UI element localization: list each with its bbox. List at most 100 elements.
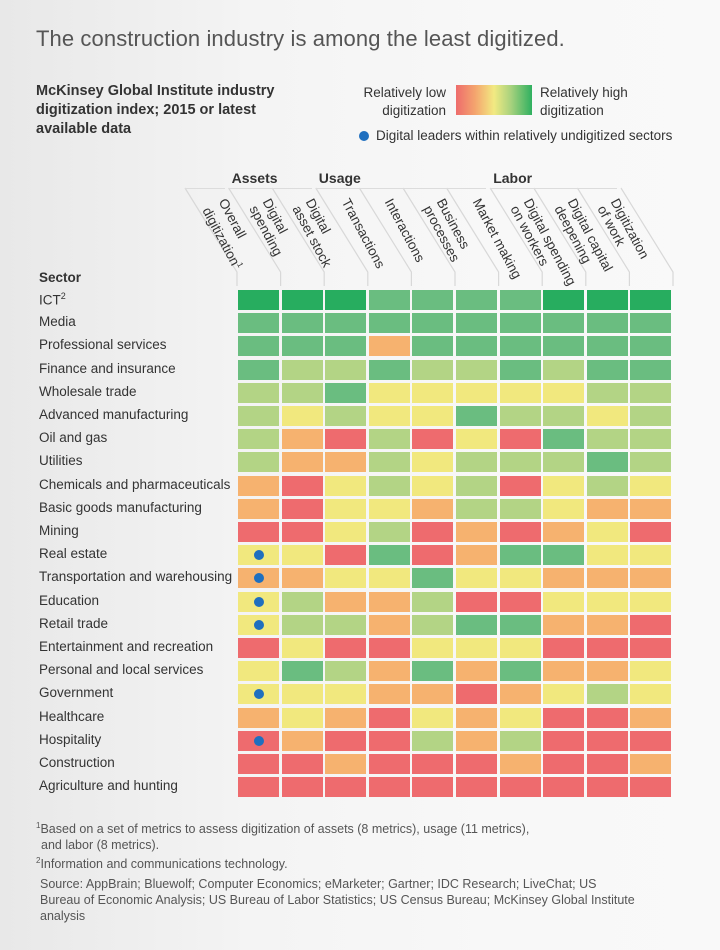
heatmap-cell [586,406,628,426]
row-label-text: Oil and gas [39,430,108,446]
row-label: Basic goods manufacturing [39,500,202,515]
heatmap-cell [325,522,367,542]
heatmap-cell [499,568,541,589]
heatmap-cell [238,754,279,774]
heatmap-cell [238,522,279,542]
heatmap-cell [543,568,585,589]
heatmap-cell [586,754,628,774]
heatmap-cell [281,684,323,705]
column-group-label: Labor [493,170,533,186]
heatmap-cell [543,707,585,728]
heatmap-cell [456,290,497,310]
heatmap-cell [456,313,497,334]
heatmap-cell [630,336,672,357]
heatmap-cell [543,382,585,403]
heatmap-cell [325,545,367,566]
footnote-1-text: Based on a set of metrics to assess digi… [40,822,530,837]
footnote-1-marker: 1 [36,821,41,830]
heatmap-cell [586,730,628,751]
heatmap-cell [456,452,497,473]
heatmap-cell [456,336,497,357]
row-label: Advanced manufacturing [39,407,188,422]
heatmap-cell [499,336,541,357]
heatmap-cell [499,429,541,450]
heatmap-cell [238,406,279,426]
heatmap-cell [325,777,367,798]
row-label-text: Professional services [39,337,167,353]
heatmap-cell [325,707,367,728]
heatmap-cell [412,290,454,310]
heatmap-cell [499,777,541,798]
row-label-text: Real estate [39,546,108,562]
heatmap-cell [543,406,585,426]
legend-high-label: Relatively high digitization [540,84,628,120]
row-label: Mining [39,523,79,538]
heatmap-cell [586,661,628,682]
column-group-underline [228,188,312,189]
heatmap-cell [499,290,541,310]
heatmap-cell [238,452,279,473]
heatmap-cell [325,429,367,450]
heatmap-cell [238,545,279,566]
heatmap-cell [281,568,323,589]
heatmap-cell [499,707,541,728]
heatmap-cell [543,522,585,542]
row-label: ICT2 [39,291,66,308]
heatmap-cell [325,336,367,357]
heatmap-cell [543,591,585,612]
heatmap-cell [630,313,672,334]
row-label-footnote-marker: 2 [60,291,66,301]
heatmap-cell [499,661,541,682]
heatmap-cell [456,406,497,426]
leader-dot-icon [254,573,264,584]
heatmap-cell [281,452,323,473]
heatmap-cell [281,754,323,774]
heatmap-cell [368,336,410,357]
heatmap-cell [368,452,410,473]
heatmap-cell [543,614,585,635]
heatmap-cell [368,406,410,426]
heatmap-cell [325,406,367,426]
heatmap-cell [238,568,279,589]
heatmap-cell [238,707,279,728]
heatmap-cell [325,475,367,496]
heatmap-cell [412,684,454,705]
heatmap-cell [499,730,541,751]
heatmap-cell [586,684,628,705]
row-label: Professional services [39,337,167,352]
row-label-text: Government [39,685,114,701]
heatmap-cell [543,313,585,334]
heatmap-cell [281,498,323,519]
heatmap-cell [325,313,367,334]
footnotes: 1Based on a set of metrics to assess dig… [36,818,676,872]
heatmap-cell [281,336,323,357]
row-label: Agriculture and hunting [39,778,178,793]
heatmap-cell [368,545,410,566]
heatmap-cell [281,730,323,751]
heatmap-cell [456,475,497,496]
legend-leader-entry: Digital leaders within relatively undigi… [359,128,672,143]
footnote-1: 1Based on a set of metrics to assess dig… [36,818,676,837]
row-label: Hospitality [39,732,101,747]
heatmap-cell [368,730,410,751]
heatmap-cell [499,382,541,403]
heatmap-cell [456,638,497,658]
heatmap-cell [412,359,454,380]
heatmap-cell [368,777,410,798]
heatmap-cell [456,498,497,519]
chart-title: The construction industry is among the l… [36,26,565,51]
leader-dot-icon [254,735,264,746]
heatmap-cell [630,452,672,473]
heatmap-cell [456,522,497,542]
heatmap-cell [586,359,628,380]
heatmap-cell [543,359,585,380]
heatmap-cell [456,777,497,798]
heatmap-cell [412,452,454,473]
row-label-text: Utilities [39,453,83,469]
row-label: Wholesale trade [39,384,137,399]
sector-column-header: Sector [39,270,82,285]
heatmap-cell [412,638,454,658]
heatmap-cell [281,359,323,380]
heatmap-cell [412,707,454,728]
heatmap-cell [543,661,585,682]
